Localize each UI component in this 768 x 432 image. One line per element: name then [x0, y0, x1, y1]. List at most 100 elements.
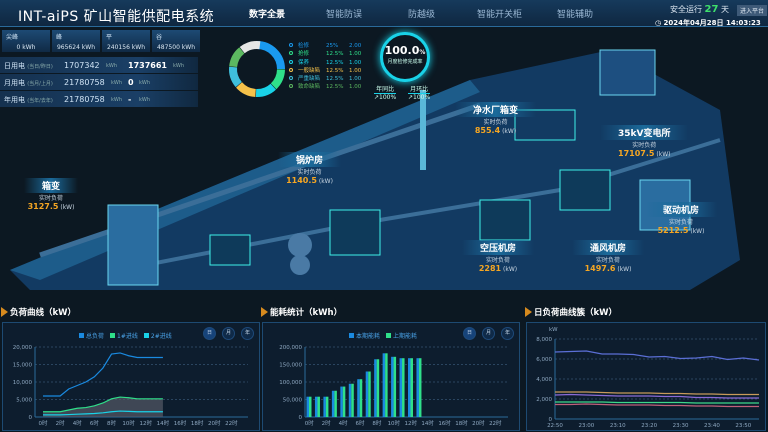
load-curve-panel: 负荷曲线（kW） 总负荷 1#进线 2#进线 日月年 0 5,000 10,000 15,…: [0, 302, 262, 432]
legend-label: 严重缺陷: [298, 76, 321, 83]
x-tick-label: 22时: [225, 419, 238, 427]
nav-tab-digital-panorama[interactable]: 数字全景: [249, 10, 286, 20]
tariff-tile-sharp-peak: 尖峰 0 kWh: [2, 30, 50, 52]
y-tick-label: 150,000: [279, 363, 302, 369]
label-value: 3127.5: [27, 202, 59, 211]
scene-label-35kv-substation[interactable]: 35kV变电所 实时负荷 17107.5 (kW): [600, 125, 689, 158]
x-tick-label: 8时: [372, 419, 381, 427]
label-sub: 实时负荷: [486, 257, 511, 264]
label-unit: (kW): [318, 178, 333, 185]
scene-label-boiler-room[interactable]: 锅炉房 实时负荷 1140.5 (kW): [278, 152, 342, 185]
usage-current: 21780758: [64, 78, 105, 87]
mom-ratio: 月环比 ↗100%: [408, 84, 431, 101]
x-tick-label: 10时: [122, 419, 135, 427]
legend-item: 检修 25% 2.00: [289, 42, 361, 50]
x-tick-label: 23:50: [735, 423, 751, 429]
year-button[interactable]: 年: [241, 327, 254, 340]
nav-tab-auxiliary[interactable]: 智能辅助: [557, 10, 594, 20]
year-button[interactable]: 年: [501, 327, 514, 340]
label-sub: 实时负荷: [297, 169, 322, 176]
label-value: 5212.5: [657, 226, 689, 235]
legend-value: 1.00: [349, 84, 362, 91]
y-tick-label: 0: [549, 417, 553, 423]
nav-tab-switchgear[interactable]: 智能开关柜: [477, 10, 523, 20]
y-tick-label: 0: [29, 415, 33, 421]
safe-label: 安全运行: [670, 5, 702, 14]
day-button[interactable]: 日: [203, 327, 216, 340]
legend-item: 上期能耗: [393, 333, 418, 340]
nav-tab-anti-override[interactable]: 防越级: [408, 10, 436, 20]
enter-platform-button[interactable]: 进入平台: [737, 5, 768, 16]
panel-title: 能耗统计（kWh）: [270, 308, 343, 318]
usage-row-year: 年用电 (当年/去年) 21780758 kWh - kWh: [0, 91, 198, 107]
series-line-总负荷: [43, 352, 163, 397]
tariff-value: 965624 kWh: [56, 44, 96, 51]
scene-label-ventilation-room[interactable]: 通风机房 实时负荷 1497.6 (kW): [572, 240, 645, 273]
scene-label-compressor-room[interactable]: 空压机房 实时负荷 2281 (kW): [462, 240, 535, 273]
donut-slice: [255, 83, 276, 97]
bar-本期能耗: [416, 358, 419, 417]
day-button[interactable]: 日: [463, 327, 476, 340]
bar-上期能耗: [393, 356, 397, 417]
usage-sub: (当年/去年): [27, 98, 53, 104]
chart-legend: 本期能耗 上期能耗: [343, 331, 417, 340]
bar-本期能耗: [348, 383, 352, 417]
series-line-3: [555, 401, 759, 404]
bar-本期能耗: [408, 358, 411, 417]
bar-本期能耗: [399, 358, 403, 417]
label-name: 净水厂箱变: [455, 102, 537, 117]
legend-item: 致命缺陷 12.5% 1.00: [289, 83, 361, 91]
nav-tab-anti-misoperation[interactable]: 智能防误: [326, 10, 363, 20]
x-tick-label: 14时: [157, 419, 170, 427]
area-fill: [43, 397, 163, 417]
tariff-tile-valley: 谷 487500 kWh: [152, 30, 200, 52]
yoy-label: 年同比: [376, 86, 395, 93]
legend-label: 一般缺陷: [298, 67, 321, 74]
header: INT-aiPS 矿山智能供配电系统 数字全景 智能防误 防越级 智能开关柜 智…: [0, 0, 768, 27]
month-button[interactable]: 月: [222, 327, 235, 340]
series-line-2: [554, 393, 759, 399]
legend-value: 2.00: [349, 43, 362, 49]
panel-arrow-icon: [1, 307, 8, 317]
x-tick-label: 23:30: [673, 423, 689, 429]
x-tick-label: 6时: [90, 419, 99, 427]
usage-label: 月用电: [4, 79, 25, 87]
x-tick-label: 10时: [388, 419, 401, 427]
scene-label-drive-room[interactable]: 驱动机房 实时负荷 5212.5 (kW): [645, 202, 718, 235]
usage-current: 1707342: [64, 61, 100, 70]
x-tick-label: 23:40: [704, 423, 720, 429]
legend-dot-icon: [289, 51, 293, 56]
legend-item: 抢修 12.5% 1.00: [289, 50, 361, 58]
x-tick-label: 0时: [39, 419, 48, 427]
datetime: ◷ 2024年04月28日 14:03:23: [655, 18, 761, 28]
bar-本期能耗: [357, 379, 360, 417]
usage-sub: (当月/上月): [27, 81, 53, 87]
clock-icon: ◷: [655, 19, 662, 27]
label-name: 通风机房: [572, 240, 645, 255]
3d-mine-scene[interactable]: 箱变 实时负荷 3127.5 (kW) 锅炉房 实时负荷 1140.5 (kW) 净水厂…: [0, 30, 768, 300]
yoy-ratio: 年同比 ↗100%: [374, 84, 397, 101]
label-name: 锅炉房: [278, 152, 342, 167]
legend-dot-icon: [289, 67, 293, 72]
series-line-2#进线: [43, 410, 163, 416]
usage-previous: -: [128, 95, 132, 104]
usage-sub: (当日/昨日): [27, 64, 53, 70]
bar-本期能耗: [306, 396, 309, 417]
bar-上期能耗: [309, 396, 312, 417]
scene-label-box-transformer[interactable]: 箱变 实时负荷 3127.5 (kW): [24, 178, 79, 211]
y-tick-label: 50,000: [283, 398, 303, 404]
rate-value: 100.0: [384, 44, 420, 57]
usage-unit: kWh: [111, 80, 123, 86]
x-tick-label: 2时: [322, 419, 331, 427]
scene-illustration: [10, 49, 740, 290]
scene-label-water-plant[interactable]: 净水厂箱变 实时负荷 855.4 (kW): [455, 102, 537, 135]
legend-dot-icon: [289, 84, 293, 89]
month-button[interactable]: 月: [482, 327, 495, 340]
usage-row-month: 月用电 (当月/上月) 21780758 kWh 0 kWh: [0, 74, 198, 90]
y-tick-label: 10,000: [13, 380, 33, 386]
label-unit: (kW): [502, 128, 517, 135]
label-name: 驱动机房: [645, 202, 718, 217]
donut-slice: [236, 82, 257, 97]
rate-unit: %: [419, 49, 426, 56]
x-tick-label: 22:50: [547, 423, 563, 429]
